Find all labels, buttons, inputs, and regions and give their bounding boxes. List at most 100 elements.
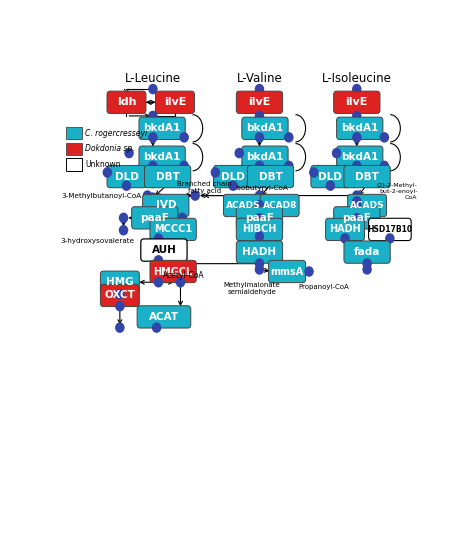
Circle shape	[122, 181, 130, 190]
Circle shape	[363, 265, 371, 274]
Text: HSD17B10: HSD17B10	[367, 225, 412, 234]
Circle shape	[191, 191, 199, 200]
Text: bkdA1: bkdA1	[246, 152, 283, 162]
FancyBboxPatch shape	[337, 146, 383, 168]
Text: HADH: HADH	[329, 225, 361, 234]
Circle shape	[155, 278, 163, 287]
Circle shape	[353, 214, 361, 223]
FancyBboxPatch shape	[155, 91, 194, 114]
Text: OXCT: OXCT	[104, 291, 135, 301]
Circle shape	[353, 193, 361, 202]
Circle shape	[333, 148, 341, 158]
Text: DLD: DLD	[221, 172, 245, 182]
FancyBboxPatch shape	[139, 117, 185, 139]
Text: paaF: paaF	[140, 213, 169, 223]
FancyBboxPatch shape	[268, 260, 306, 282]
Text: ACAT: ACAT	[149, 312, 179, 322]
Text: HADH: HADH	[242, 247, 276, 257]
FancyBboxPatch shape	[369, 218, 411, 241]
Text: DBT: DBT	[258, 172, 283, 182]
Text: bkdA1: bkdA1	[144, 123, 181, 133]
Circle shape	[255, 200, 264, 210]
Circle shape	[211, 168, 219, 177]
Text: L-Isoleucine: L-Isoleucine	[322, 72, 392, 85]
FancyBboxPatch shape	[137, 306, 191, 328]
Text: bkdA1: bkdA1	[341, 152, 378, 162]
FancyBboxPatch shape	[242, 117, 288, 139]
FancyBboxPatch shape	[66, 127, 82, 139]
Text: DLD: DLD	[319, 172, 342, 182]
Text: Isobutyryl-CoA: Isobutyryl-CoA	[235, 185, 288, 191]
Text: (2)-2-Methyl-
but-2-enoyl-
CoA: (2)-2-Methyl- but-2-enoyl- CoA	[377, 183, 418, 200]
Circle shape	[255, 193, 264, 202]
Text: DBT: DBT	[155, 172, 180, 182]
FancyBboxPatch shape	[100, 271, 139, 293]
Text: Methylmalonate
semialdehyde: Methylmalonate semialdehyde	[224, 281, 281, 294]
FancyBboxPatch shape	[66, 159, 82, 171]
FancyBboxPatch shape	[150, 218, 196, 241]
Circle shape	[305, 267, 313, 276]
Circle shape	[149, 133, 157, 142]
Circle shape	[353, 133, 361, 142]
FancyBboxPatch shape	[145, 166, 191, 188]
Text: bkdA1: bkdA1	[144, 152, 181, 162]
Text: HMGCL: HMGCL	[154, 266, 193, 277]
Circle shape	[180, 161, 188, 170]
Text: Dokdonia sp.: Dokdonia sp.	[85, 144, 135, 153]
Text: ilvE: ilvE	[164, 98, 186, 107]
FancyBboxPatch shape	[311, 166, 350, 188]
Circle shape	[353, 111, 361, 121]
Circle shape	[255, 161, 264, 170]
Circle shape	[353, 161, 361, 170]
FancyBboxPatch shape	[334, 207, 380, 229]
Circle shape	[143, 191, 152, 200]
Text: IVD: IVD	[155, 200, 176, 211]
Circle shape	[380, 133, 388, 142]
Text: DLD: DLD	[115, 172, 138, 182]
Text: bkdA1: bkdA1	[246, 123, 283, 133]
Circle shape	[155, 234, 163, 243]
FancyBboxPatch shape	[107, 166, 146, 188]
Text: HMG: HMG	[106, 277, 134, 287]
Text: ilvE: ilvE	[346, 98, 368, 107]
Circle shape	[255, 133, 264, 142]
Circle shape	[180, 133, 188, 142]
Text: bkdA1: bkdA1	[341, 123, 378, 133]
Text: Propanoyl-CoA: Propanoyl-CoA	[298, 284, 349, 290]
Circle shape	[341, 234, 349, 243]
Circle shape	[353, 197, 361, 206]
Circle shape	[235, 148, 243, 158]
Circle shape	[119, 213, 128, 222]
Circle shape	[176, 278, 184, 287]
Text: MCCC1: MCCC1	[154, 225, 192, 234]
Text: 3-hydroxysovalerate: 3-hydroxysovalerate	[60, 237, 134, 243]
FancyBboxPatch shape	[242, 146, 288, 168]
Circle shape	[229, 181, 237, 190]
Text: paaF: paaF	[342, 213, 371, 223]
FancyBboxPatch shape	[143, 195, 189, 217]
FancyBboxPatch shape	[66, 143, 82, 155]
Text: HIBCH: HIBCH	[242, 225, 277, 234]
FancyBboxPatch shape	[344, 241, 390, 263]
FancyBboxPatch shape	[237, 91, 283, 114]
Circle shape	[255, 191, 264, 200]
Circle shape	[353, 200, 361, 210]
Circle shape	[310, 168, 318, 177]
Circle shape	[178, 213, 186, 222]
FancyBboxPatch shape	[150, 260, 196, 282]
FancyBboxPatch shape	[139, 146, 185, 168]
Text: ACADS: ACADS	[226, 201, 260, 210]
Text: 3-Methylbutanoyl-CoA: 3-Methylbutanoyl-CoA	[61, 192, 141, 198]
Circle shape	[149, 193, 157, 202]
Circle shape	[326, 181, 334, 190]
FancyBboxPatch shape	[344, 166, 390, 188]
FancyBboxPatch shape	[326, 218, 365, 241]
Text: ACADS: ACADS	[350, 201, 384, 210]
Circle shape	[149, 161, 157, 170]
Circle shape	[116, 289, 124, 299]
Text: L-Valine: L-Valine	[237, 72, 283, 85]
Text: L-Leucine: L-Leucine	[125, 72, 181, 85]
Circle shape	[119, 226, 128, 235]
Circle shape	[125, 148, 133, 158]
FancyBboxPatch shape	[100, 284, 139, 307]
